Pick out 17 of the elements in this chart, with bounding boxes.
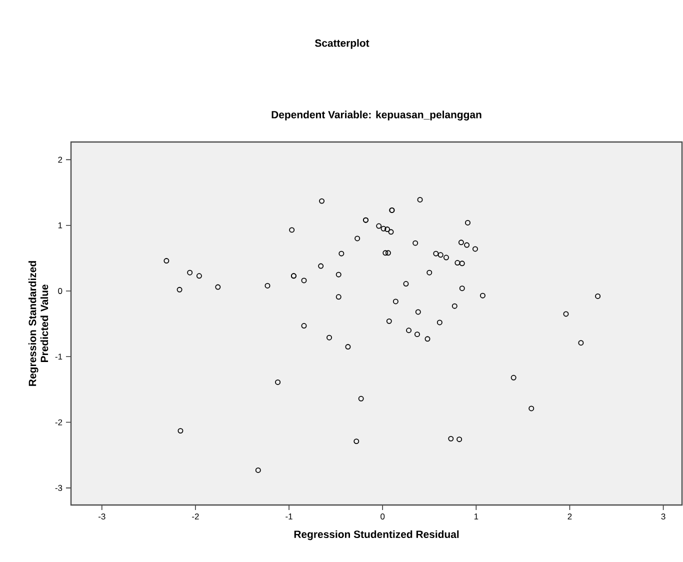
x-tick-label: 0: [380, 514, 385, 520]
y-axis-title: Regression Standardized Predicted Value: [28, 261, 48, 386]
chart-subtitle: Dependent Variable: kepuasan_pelanggan: [272, 110, 482, 120]
chart-title: Scatterplot: [314, 39, 370, 49]
y-tick-label: 2: [58, 156, 62, 163]
x-tick-label: -2: [192, 514, 199, 520]
y-tick-label: -3: [55, 484, 62, 491]
y-tick-label: 1: [58, 222, 62, 228]
x-tick-label: 2: [568, 514, 572, 520]
x-tick-label: 3: [661, 514, 666, 520]
x-tick-label: 1: [474, 514, 478, 520]
y-tick-label: -2: [55, 419, 62, 426]
x-axis-title: Regression Studentized Residual: [294, 530, 459, 540]
y-tick-label: 0: [58, 288, 62, 294]
x-tick-label: -1: [286, 514, 292, 520]
y-tick-label: -1: [55, 354, 62, 360]
x-tick-label: -3: [98, 514, 106, 520]
